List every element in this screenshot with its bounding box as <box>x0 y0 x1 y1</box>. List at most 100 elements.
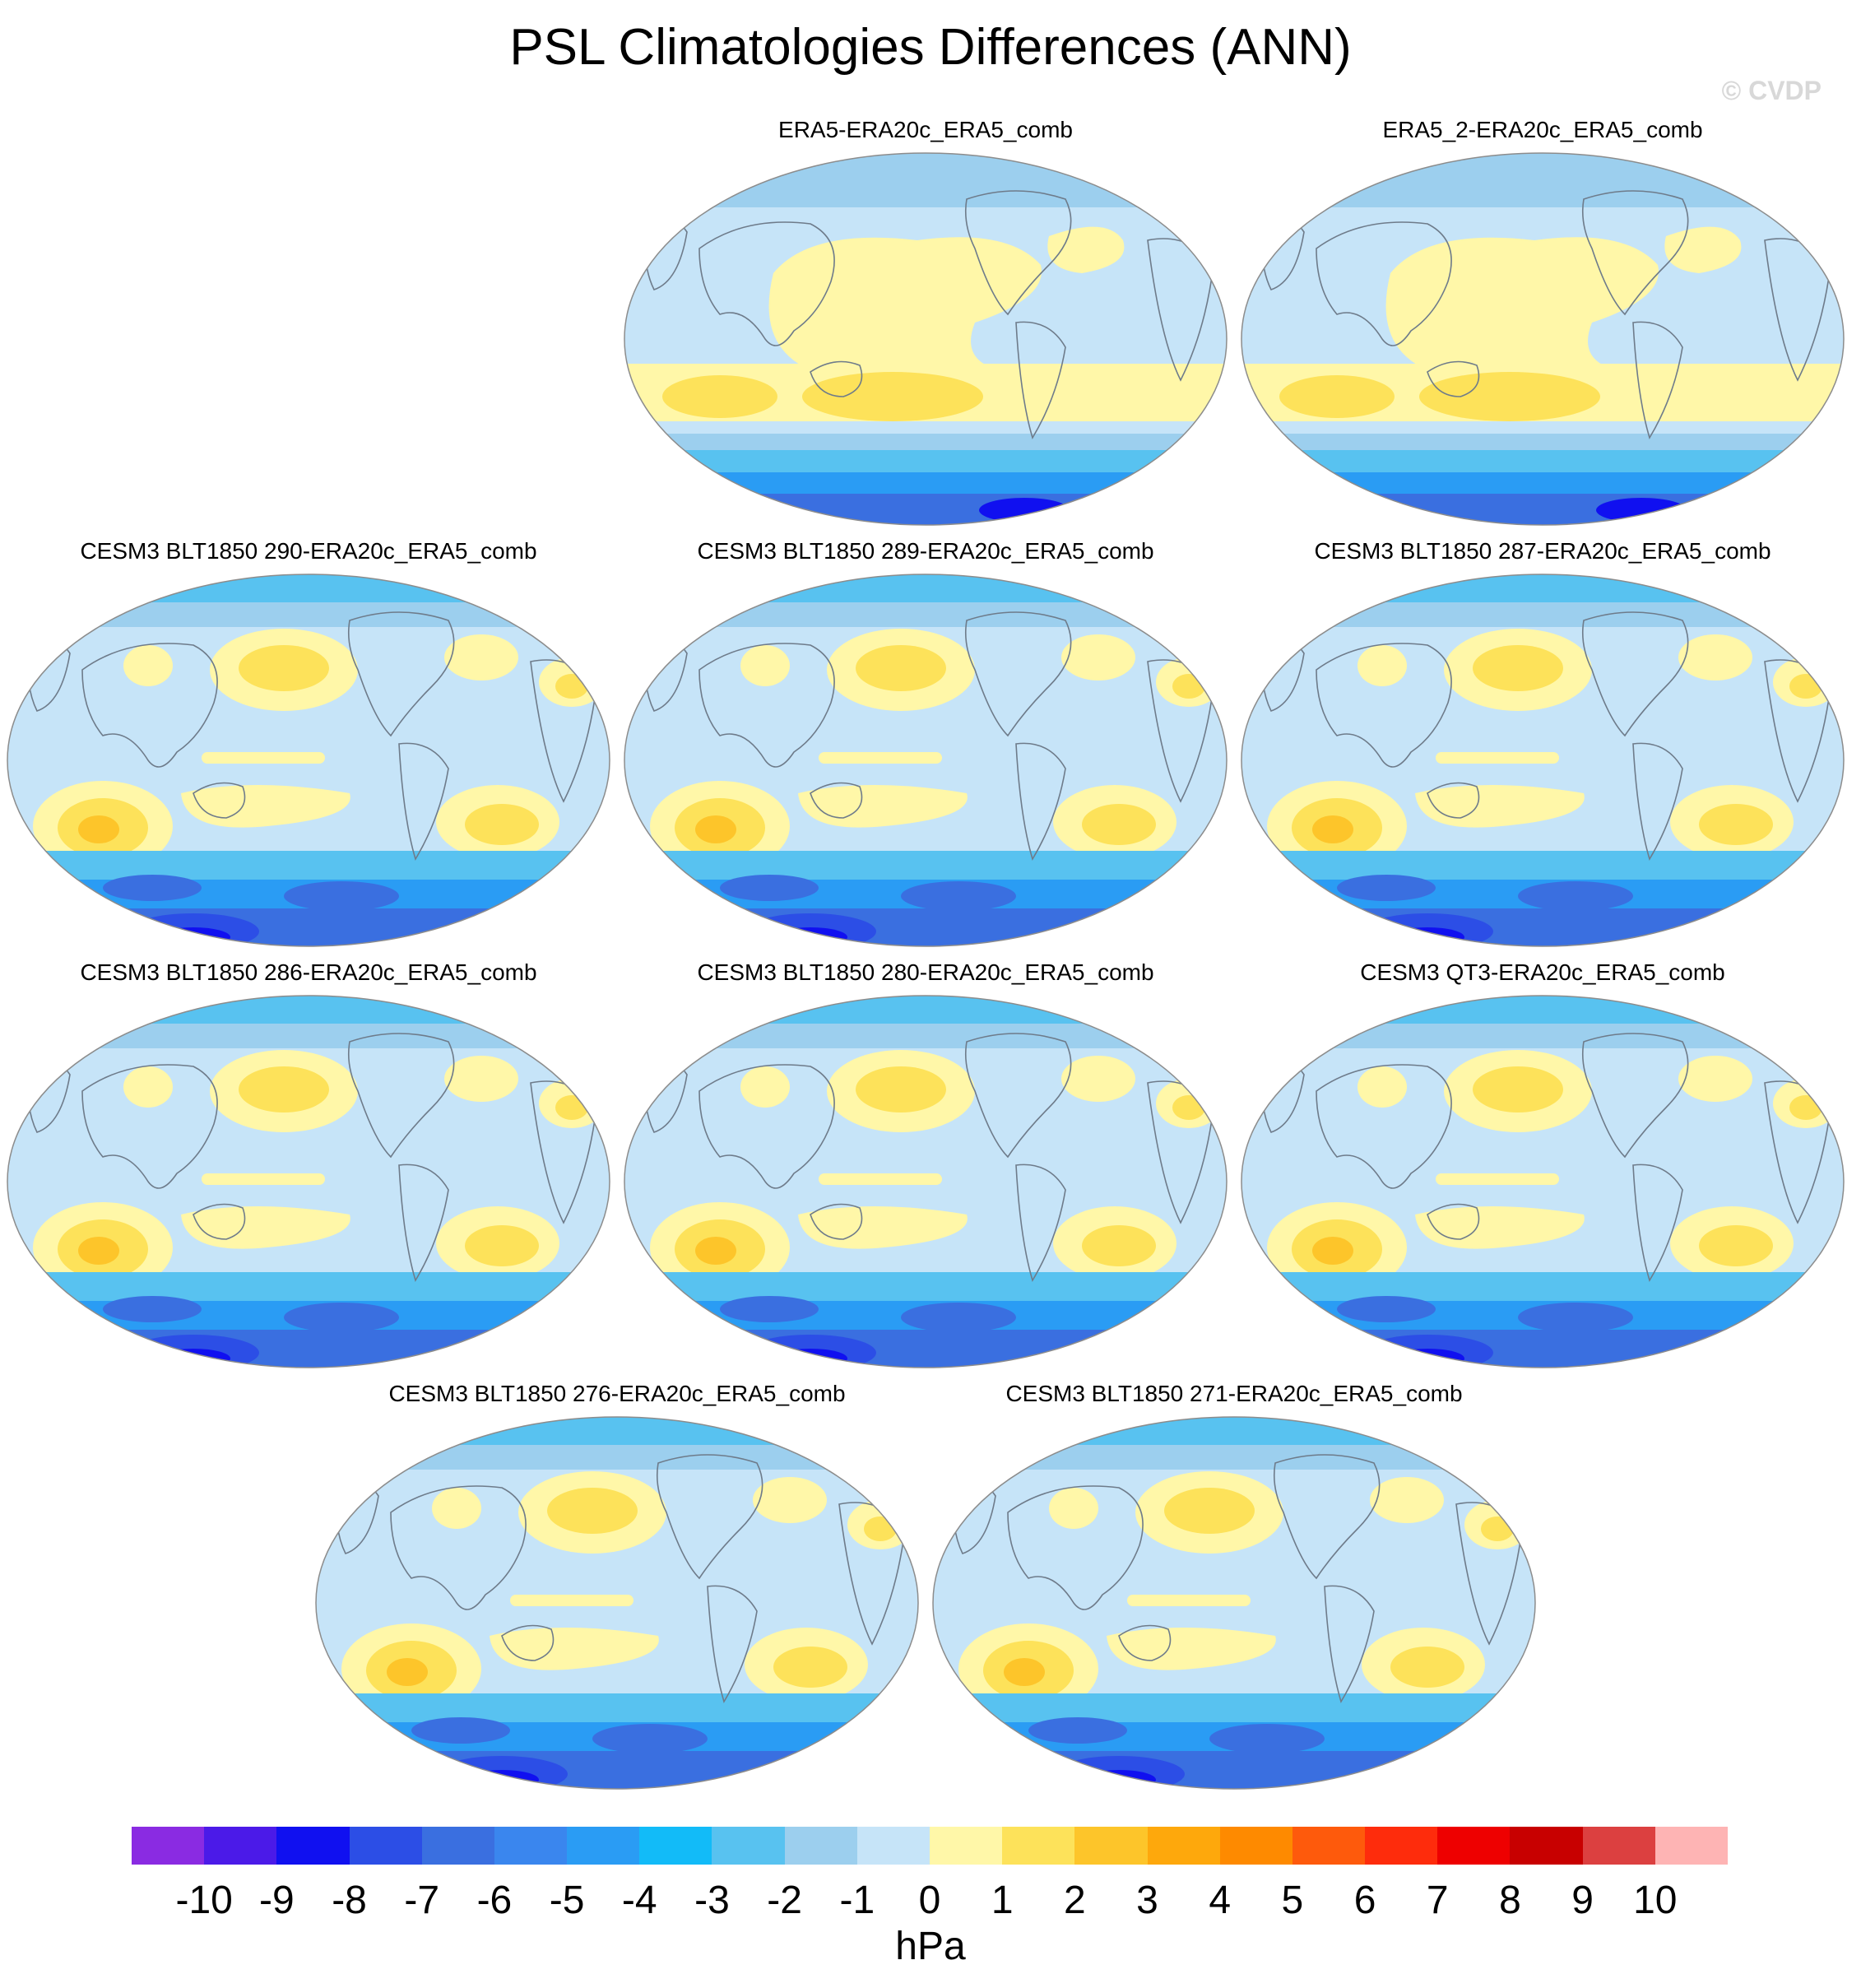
colorbar-swatch <box>1365 1827 1438 1865</box>
colorbar-swatch <box>421 1827 495 1865</box>
coastline <box>810 1203 863 1240</box>
map-panel: CESM3 BLT1850 280-ERA20c_ERA5_comb <box>621 959 1230 1371</box>
antarctic-low-core <box>773 1349 847 1368</box>
map-panel: ERA5-ERA20c_ERA5_comb <box>621 117 1230 528</box>
southern-low-2 <box>901 881 1016 911</box>
robinson-map <box>7 574 610 947</box>
colorbar-tick-label: 8 <box>1499 1879 1521 1922</box>
colorbar-swatch <box>494 1827 568 1865</box>
map-panel: CESM3 BLT1850 290-ERA20c_ERA5_comb <box>4 538 613 950</box>
map-outline <box>1241 574 1845 947</box>
southern-low-2 <box>1518 1303 1633 1332</box>
southern-band-1 <box>316 1693 918 1726</box>
southern-band-1 <box>624 851 1227 884</box>
subarctic-band <box>624 602 1227 627</box>
panel-title: ERA5-ERA20c_ERA5_comb <box>778 117 1073 142</box>
coastline <box>1581 1033 1689 1159</box>
coastline <box>1324 1585 1375 1703</box>
arctic-band <box>1241 996 1844 1025</box>
colorbar-swatch <box>1654 1827 1729 1865</box>
azores-high-outer <box>444 634 518 680</box>
robinson-map <box>624 995 1228 1368</box>
colorbar-swatch <box>1074 1827 1149 1865</box>
colorbar-tick-label: 2 <box>1064 1879 1086 1922</box>
coastline <box>964 611 1072 737</box>
south-pacific-high <box>1415 1206 1585 1249</box>
colorbar-swatch <box>567 1827 640 1865</box>
southern-low-2 <box>284 881 399 911</box>
colorbar-tick-label: -4 <box>621 1879 657 1922</box>
indian-ocean-high-core <box>387 1658 428 1686</box>
tibet-positive <box>1049 1488 1098 1529</box>
colorbar-tick-label: 0 <box>918 1879 941 1922</box>
colorbar-tick-label: -5 <box>549 1879 585 1922</box>
equatorial-pacific-strip <box>1436 752 1559 764</box>
subarctic-band <box>7 1024 610 1048</box>
coastline <box>810 360 863 397</box>
antarctic-low-core <box>156 927 230 946</box>
arctic-band <box>1241 574 1844 604</box>
north-pacific-high-core <box>856 1066 946 1112</box>
arctic-band <box>624 996 1227 1025</box>
panel-title: CESM3 BLT1850 286-ERA20c_ERA5_comb <box>80 959 537 985</box>
coastline <box>707 1585 758 1703</box>
coastline <box>1118 1624 1172 1661</box>
colorbar-swatch <box>1582 1827 1656 1865</box>
southern-low-1 <box>1028 1717 1127 1744</box>
map-panel: CESM3 BLT1850 271-ERA20c_ERA5_comb <box>930 1381 1538 1792</box>
pacific-positive-anomaly <box>768 237 1042 386</box>
equatorial-pacific-strip <box>1127 1595 1251 1606</box>
colorbar-swatch <box>1292 1827 1366 1865</box>
colorbar-tick-label: 10 <box>1633 1879 1678 1922</box>
colorbar-swatch <box>784 1827 858 1865</box>
south-pacific-high <box>798 785 968 828</box>
antarctic-low-core <box>465 1770 539 1789</box>
coastline <box>398 1164 449 1282</box>
indian-ocean-high-core <box>78 815 119 843</box>
antarctic-low <box>979 498 1070 523</box>
atlantic-positive-anomaly <box>1664 226 1742 273</box>
tibet-positive <box>432 1488 481 1529</box>
colorbar-tick-label: 6 <box>1353 1879 1376 1922</box>
map-outline <box>7 995 610 1368</box>
south-pacific-high <box>490 1628 659 1670</box>
map-outline <box>624 574 1228 947</box>
panel-title: CESM3 BLT1850 287-ERA20c_ERA5_comb <box>1314 538 1771 564</box>
colorbar-tick-label: -7 <box>404 1879 440 1922</box>
coastline <box>1273 1454 1381 1580</box>
map-panel: CESM3 QT3-ERA20c_ERA5_comb <box>1238 959 1847 1371</box>
subarctic-band <box>1241 1024 1844 1048</box>
azores-high-outer <box>444 1056 518 1102</box>
pacific-positive-anomaly <box>1385 237 1659 386</box>
north-pacific-high-core <box>1473 1066 1563 1112</box>
colorbar-tick-label: -8 <box>332 1879 367 1922</box>
colorbar-swatch <box>1437 1827 1511 1865</box>
arctic-band <box>1241 153 1844 207</box>
colorbar-swatch <box>1219 1827 1293 1865</box>
panel-title: CESM3 BLT1850 271-ERA20c_ERA5_comb <box>1005 1381 1463 1406</box>
subarctic-band <box>316 1445 918 1470</box>
colorbar-tick-label: 7 <box>1426 1879 1449 1922</box>
southern-band-1 <box>624 1272 1227 1305</box>
coastline <box>347 1033 455 1159</box>
tibet-positive <box>1357 1066 1407 1108</box>
southern-band-3 <box>624 472 1227 497</box>
panel-title: CESM3 BLT1850 289-ERA20c_ERA5_comb <box>697 538 1154 564</box>
coastline <box>81 1064 218 1189</box>
southern-low-2 <box>901 1303 1016 1332</box>
map-outline <box>7 574 610 947</box>
southern-low-1 <box>720 1296 819 1322</box>
arctic-band <box>7 574 610 604</box>
southern-low-1 <box>1337 875 1436 901</box>
europe-high-core <box>1789 674 1822 699</box>
colorbar-swatch <box>639 1827 712 1865</box>
arctic-band <box>316 1417 918 1447</box>
equatorial-pacific-strip <box>510 1595 633 1606</box>
coastline <box>964 190 1072 316</box>
coastline <box>501 1624 555 1661</box>
southern-low-2 <box>1209 1724 1325 1753</box>
arctic-band <box>624 153 1227 207</box>
north-pacific-high-core <box>1164 1488 1255 1534</box>
southern-band-2 <box>1241 450 1844 475</box>
coastline <box>1316 643 1452 768</box>
